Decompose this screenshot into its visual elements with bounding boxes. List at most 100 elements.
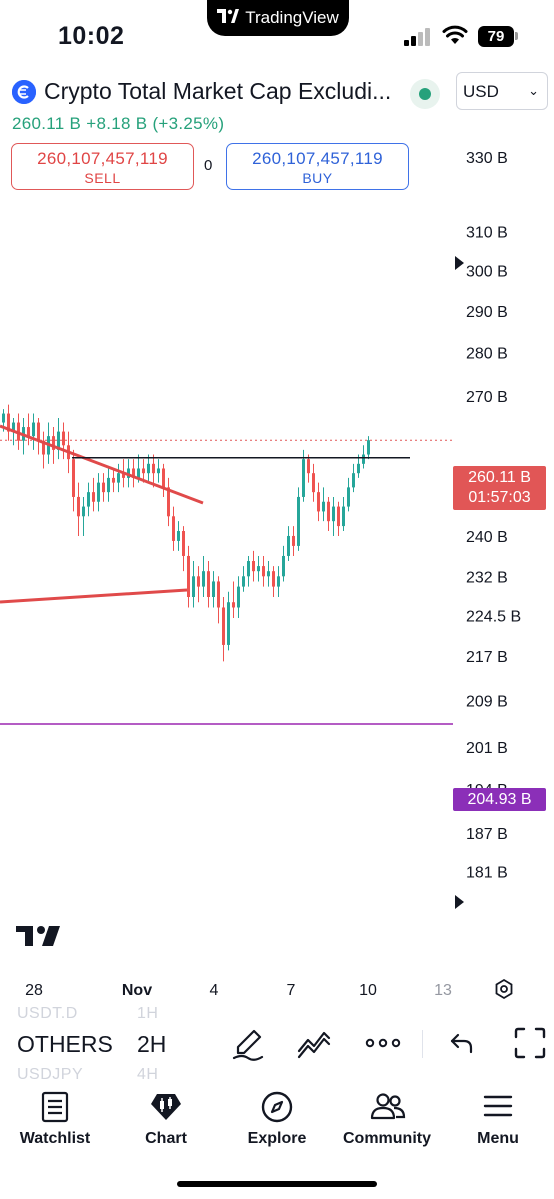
candle (102, 473, 105, 502)
y-axis-tick-label: 240 B (466, 529, 508, 546)
candle (297, 487, 300, 551)
chart-icon (151, 1094, 181, 1120)
interval-picker-ghost-top: 1H (137, 1005, 159, 1022)
y-axis-tick-label: 217 B (466, 649, 508, 666)
interval-picker-ghost-bottom: 4H (137, 1066, 159, 1083)
y-axis-tick-label: 181 B (466, 865, 508, 882)
x-axis-tick-label: 13 (434, 982, 452, 999)
home-indicator (177, 1181, 377, 1187)
currency-select[interactable]: USD ⌄ (456, 72, 548, 110)
candle (237, 576, 240, 619)
candle (242, 566, 245, 592)
brush-icon[interactable] (230, 1026, 266, 1062)
indicators-icon[interactable] (296, 1029, 332, 1059)
scroll-right-arrow-icon[interactable] (455, 895, 464, 909)
candle (332, 496, 335, 536)
nav-menu-label: Menu (477, 1130, 519, 1147)
dynamic-island: TradingView (207, 0, 349, 36)
candle (232, 581, 235, 619)
candle (217, 576, 220, 624)
candle (142, 459, 145, 483)
quote-line: 260.11 B +8.18 B (+3.25%) (12, 114, 224, 134)
candle (27, 413, 30, 446)
candle (207, 561, 210, 608)
wifi-icon (442, 25, 468, 44)
candle (162, 463, 165, 497)
candle (302, 449, 305, 502)
time-axis[interactable]: 28 Nov 4 7 10 13 (0, 976, 554, 1002)
last-price: 260.11 B (12, 114, 82, 133)
candle (7, 404, 10, 441)
candle (147, 454, 150, 483)
clock: 10:02 (58, 22, 125, 50)
scroll-right-arrow-icon[interactable] (455, 256, 464, 270)
candle (107, 468, 110, 502)
symbol-picker[interactable]: OTHERS (17, 1031, 113, 1057)
more-icon[interactable] (365, 1036, 401, 1050)
candle (167, 477, 170, 527)
candle (277, 566, 280, 597)
nav-community-label: Community (343, 1130, 431, 1147)
x-axis-tick-label: 10 (359, 982, 377, 999)
candle (202, 555, 205, 597)
community-icon (370, 1093, 406, 1120)
symbol-title[interactable]: Crypto Total Market Cap Excludi... (44, 78, 392, 104)
candle (152, 454, 155, 488)
candle (72, 449, 75, 512)
candle (42, 431, 45, 469)
fullscreen-icon[interactable] (514, 1027, 546, 1059)
candle (97, 473, 100, 512)
buy-label: BUY (302, 170, 333, 186)
hamburger-menu-icon (483, 1095, 513, 1117)
candle (337, 501, 340, 536)
candle (282, 545, 285, 582)
y-axis-tick-label: 209 B (466, 694, 508, 711)
candle (222, 596, 225, 662)
sell-price: 260,107,457,119 (37, 149, 168, 168)
tradingview-logo-icon (217, 8, 240, 28)
candle (57, 418, 60, 460)
battery-icon: 79 (478, 26, 514, 47)
y-axis-tick-label: 300 B (466, 263, 508, 280)
candle (362, 445, 365, 469)
candle (247, 555, 250, 587)
candle (312, 463, 315, 502)
trendline-lower[interactable] (0, 588, 188, 604)
candle (352, 463, 355, 493)
candle (82, 496, 85, 536)
chevron-down-icon: ⌄ (528, 83, 539, 98)
crypto-symbol-icon[interactable] (12, 80, 36, 104)
sell-button[interactable]: 260,107,457,119 SELL (11, 143, 194, 190)
candle (267, 561, 270, 587)
tradingview-watermark-icon (16, 926, 60, 946)
market-status-indicator[interactable] (410, 79, 440, 109)
y-axis-tick-label: 330 B (466, 150, 508, 167)
cellular-signal-icon (404, 28, 434, 46)
watchlist-icon (41, 1091, 69, 1123)
compass-icon (261, 1091, 293, 1123)
marked-level-tag: 204.93 B (453, 788, 546, 811)
buy-button[interactable]: 260,107,457,119 BUY (226, 143, 409, 190)
candle (182, 526, 185, 572)
candle (112, 468, 115, 493)
candle (32, 413, 35, 450)
market-open-dot-icon (419, 88, 431, 100)
nav-explore-label: Explore (247, 1130, 307, 1147)
status-bar: 10:02 TradingView 79 (0, 0, 554, 60)
candle (292, 526, 295, 556)
candle (342, 496, 345, 532)
undo-icon[interactable] (448, 1030, 476, 1056)
candle (197, 566, 200, 603)
settings-icon[interactable] (492, 977, 516, 1001)
trendline-upper[interactable] (0, 424, 204, 505)
candle (192, 561, 195, 608)
interval-picker[interactable]: 2H (137, 1031, 167, 1057)
candle (187, 545, 190, 608)
candle (212, 571, 215, 608)
x-axis-tick-label: 4 (210, 982, 219, 999)
candle (227, 591, 230, 651)
currency-value: USD (463, 82, 499, 101)
candle (307, 454, 310, 483)
candle (322, 487, 325, 522)
